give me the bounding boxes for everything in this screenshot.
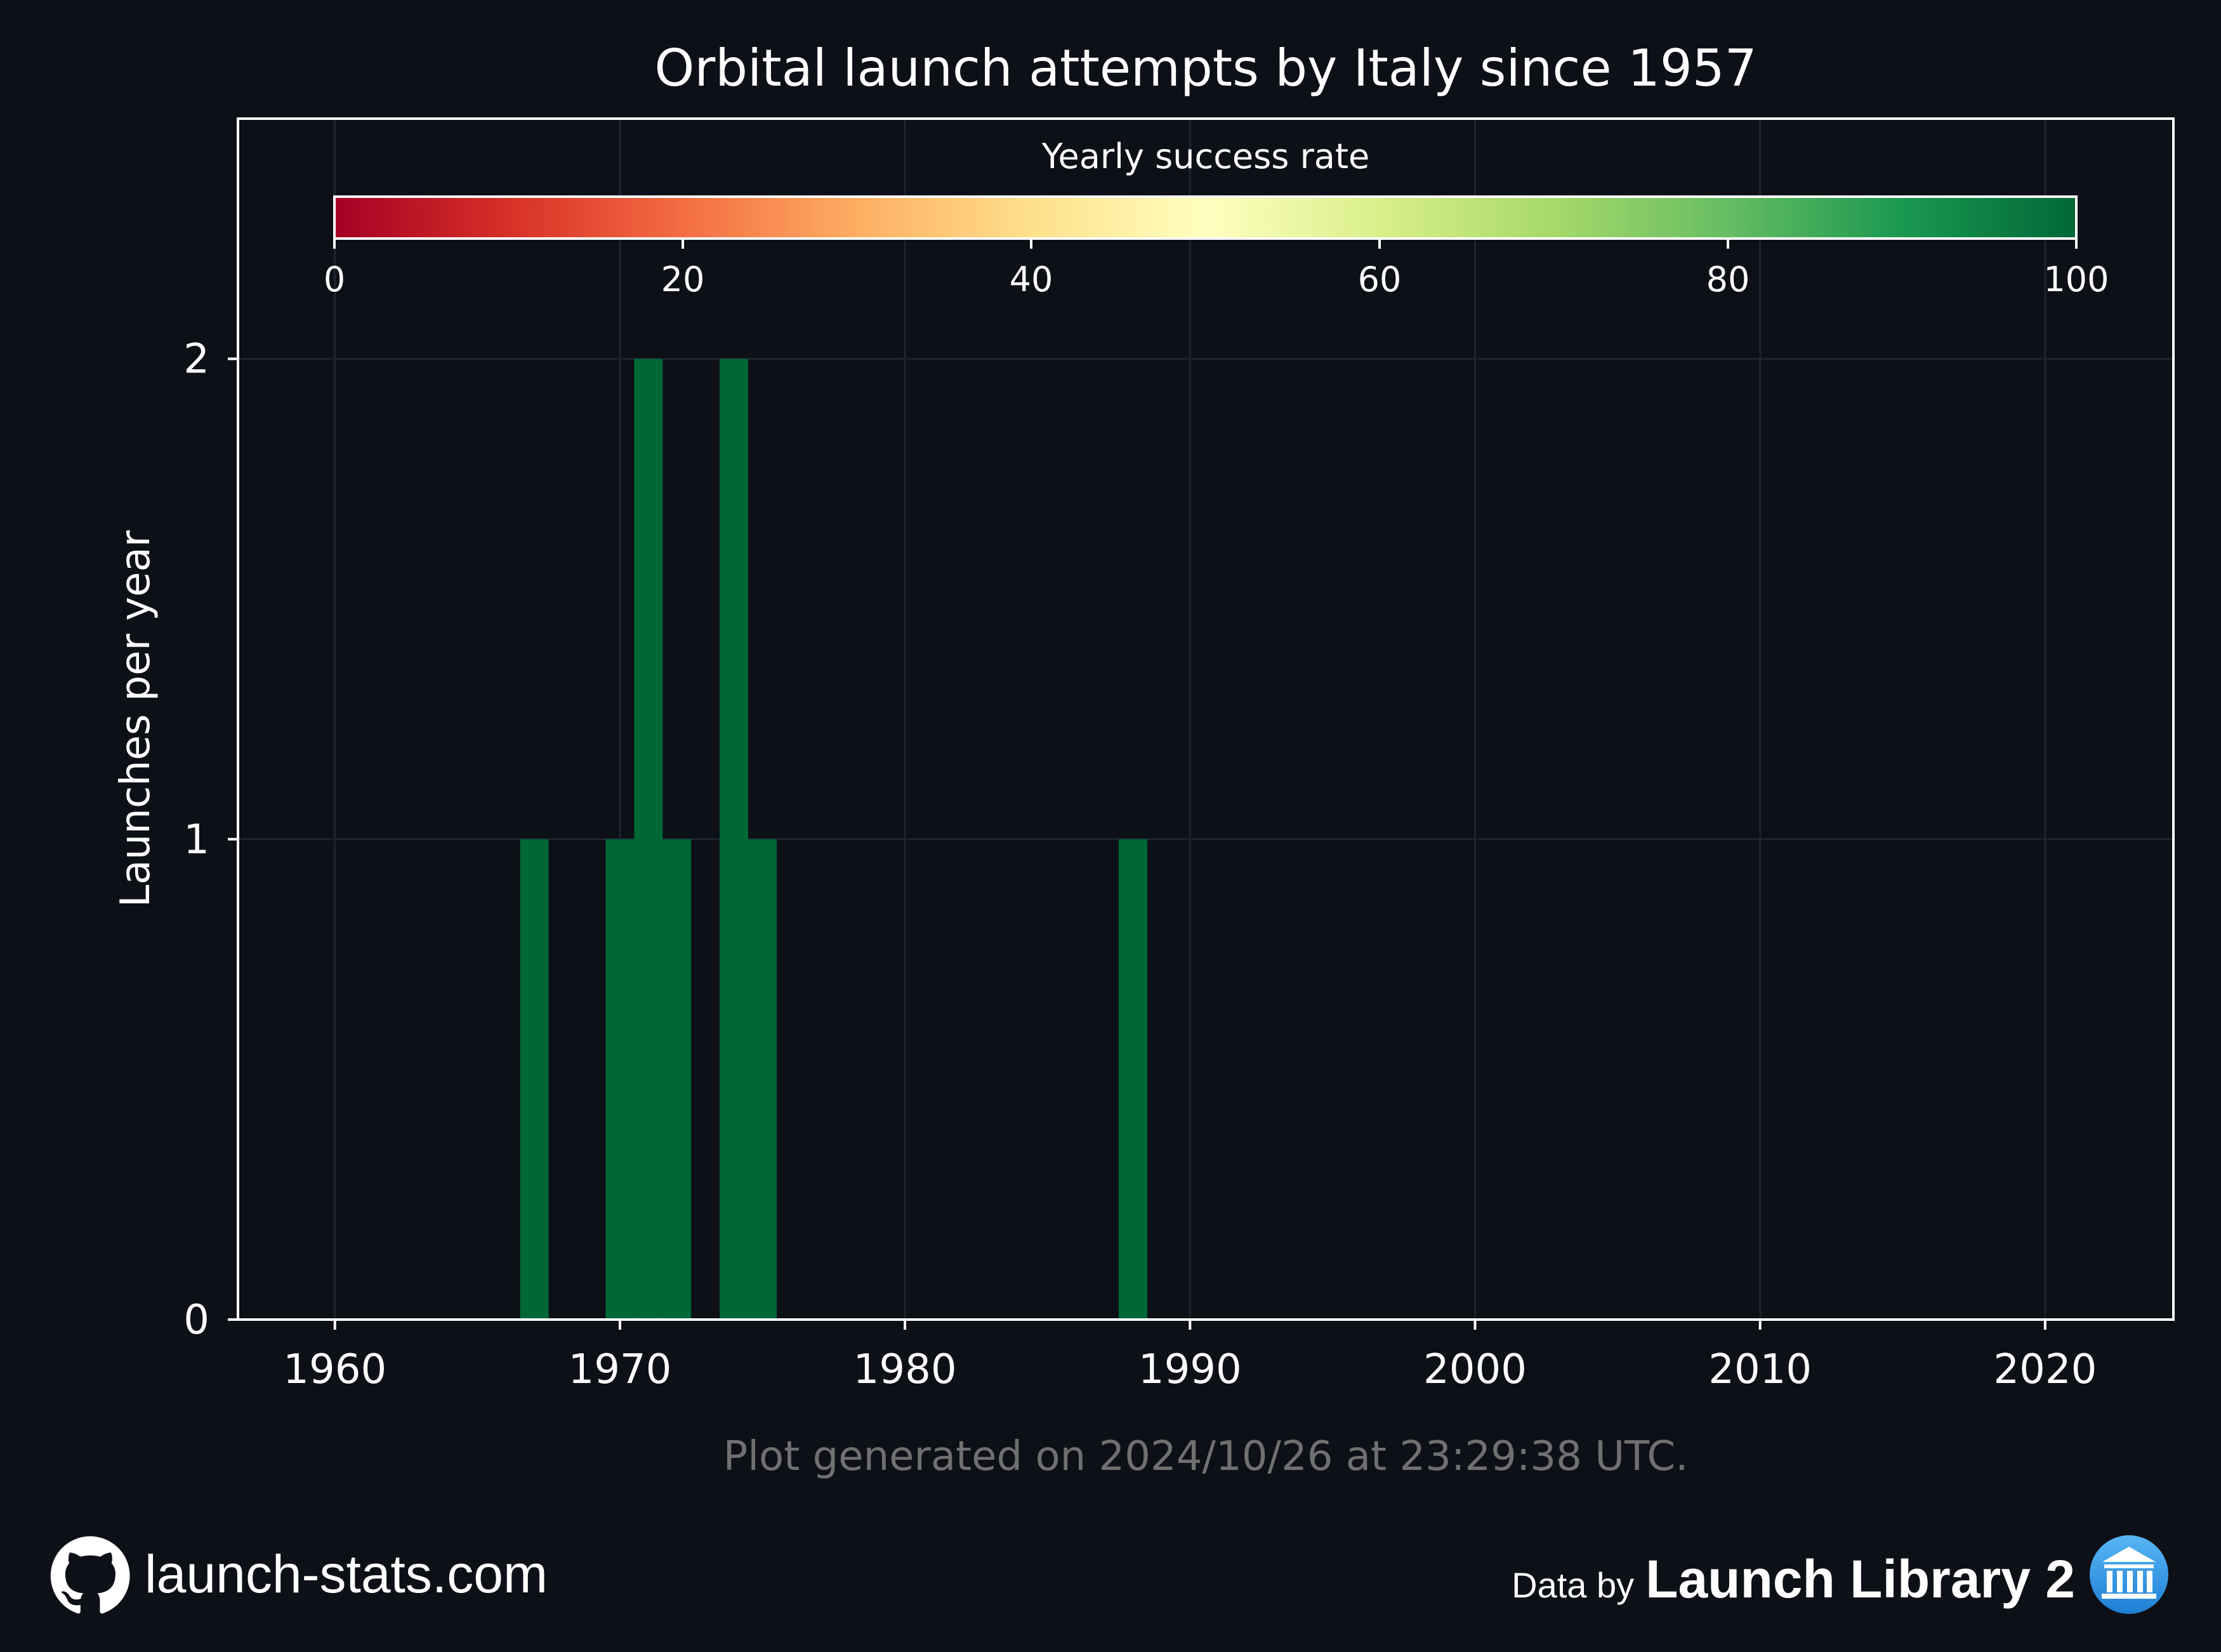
colorbar-tick-label: 100 [2043,259,2109,299]
bar-1971 [634,358,663,1320]
colorbar-tick-label: 20 [661,259,705,299]
bar-1972 [662,839,692,1320]
colorbar-gradient [333,195,2078,240]
x-tick-label: 2010 [1708,1346,1812,1393]
footer-site[interactable]: launch-stats.com [50,1536,548,1614]
data-by-label: Data by [1512,1565,1634,1605]
colorbar-label: Yearly success rate [1041,136,1370,176]
y-axis-label: Launches per year [112,530,159,907]
y-tick-label: 1 [183,816,209,863]
bar-1975 [748,839,777,1320]
y-tick-label: 2 [183,336,209,383]
plot-area: 1960 1970 1980 1990 2000 2010 2020 0 1 2 [183,117,2175,1393]
colorbar-ticks: 0 20 40 60 80 100 [324,239,2109,299]
bar-1970 [605,839,635,1320]
axes-frame [237,117,2175,1321]
x-tick-label: 2000 [1423,1346,1527,1393]
footer-source: Data by Launch Library 2 [1512,1535,2168,1614]
x-tick-label: 1960 [283,1346,386,1393]
bar-1967 [520,839,549,1320]
y-axis-ticks: 0 1 2 [183,336,238,1344]
bars [520,358,1147,1320]
x-axis-ticks: 1960 1970 1980 1990 2000 2010 2020 [283,1320,2097,1393]
generated-footnote: Plot generated on 2024/10/26 at 23:29:38… [723,1433,1689,1480]
colorbar: Yearly success rate 0 20 40 60 80 100 [324,136,2109,299]
bank-icon [2090,1535,2168,1614]
chart-title: Orbital launch attempts by Italy since 1… [654,39,1756,98]
grid-lines [238,119,2173,1321]
y-tick-label: 0 [183,1297,209,1344]
bar-1988 [1118,839,1147,1320]
data-source-credit: Data by Launch Library 2 [1512,1549,2075,1609]
x-tick-label: 2020 [1993,1346,2097,1393]
github-icon [50,1536,130,1614]
colorbar-tick-label: 60 [1358,259,1402,299]
site-link[interactable]: launch-stats.com [145,1544,548,1604]
colorbar-tick-label: 40 [1010,259,1053,299]
colorbar-tick-label: 80 [1706,259,1750,299]
x-tick-label: 1970 [568,1346,671,1393]
x-tick-label: 1980 [853,1346,957,1393]
colorbar-tick-label: 0 [324,259,345,299]
x-tick-label: 1990 [1138,1346,1242,1393]
bar-1974 [720,358,749,1320]
source-name[interactable]: Launch Library 2 [1645,1549,2075,1609]
